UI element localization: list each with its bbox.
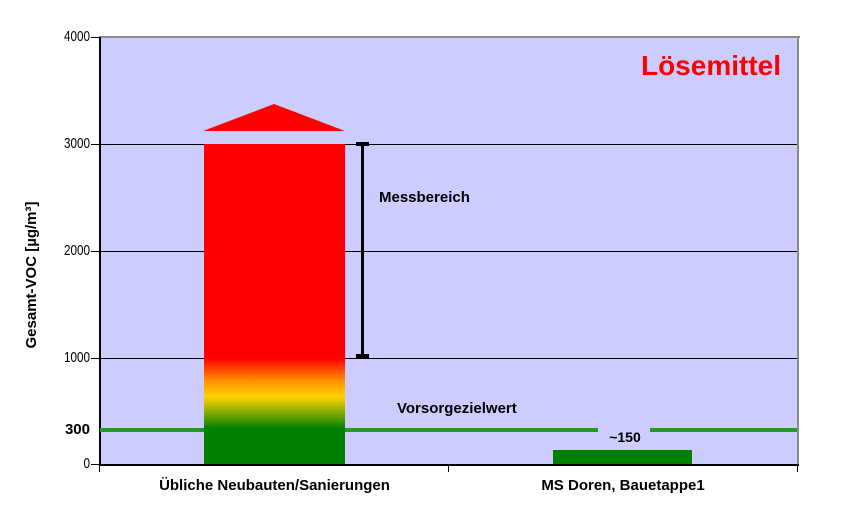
y-tick-3000 — [91, 144, 100, 145]
category-label-ms-doren: MS Doren, Bauetappe1 — [541, 477, 705, 494]
reference-line-segment-left — [100, 428, 598, 432]
y-tick-2000 — [91, 251, 100, 252]
bar-ms-doren — [553, 450, 692, 464]
y-tick-1000 — [91, 358, 100, 359]
x-axis-line — [99, 464, 799, 466]
bar-uebliche-neubauten — [204, 144, 345, 464]
reference-line-segment-right — [650, 428, 797, 432]
measurement-range-bracket — [361, 144, 364, 358]
bar2-value-label: ~150 — [609, 429, 641, 445]
y-axis-line — [99, 37, 101, 466]
chart-title: Lösemittel — [640, 50, 781, 81]
gridline-3000 — [101, 144, 797, 145]
exceeds-scale-arrow-icon — [203, 104, 345, 131]
y-tick-label-0: 0 — [83, 455, 90, 472]
bracket-cap-bottom — [356, 354, 369, 358]
y-tick-label-3000: 3000 — [63, 135, 90, 152]
x-tick-right — [797, 466, 798, 472]
gridline-1000 — [101, 358, 797, 359]
plot-border-right — [797, 36, 799, 466]
x-tick-middle — [448, 466, 449, 472]
reference-line-label: Vorsorgezielwert — [397, 400, 517, 417]
y-tick-label-4000: 4000 — [63, 28, 90, 45]
gridline-2000 — [101, 251, 797, 252]
y-tick-label-300: 300 — [64, 421, 90, 438]
y-tick-label-1000: 1000 — [63, 349, 90, 366]
measurement-range-label: Messbereich — [379, 189, 470, 206]
bracket-cap-top — [356, 142, 369, 146]
x-tick-left — [99, 466, 100, 472]
y-axis-title: Gesamt-VOC [µg/m³] — [23, 201, 40, 349]
y-tick-0 — [91, 464, 100, 465]
y-tick-4000 — [91, 37, 100, 38]
plot-border-top — [99, 36, 800, 38]
category-label-uebliche-neubauten: Übliche Neubauten/Sanierungen — [159, 477, 390, 494]
y-tick-label-2000: 2000 — [63, 242, 90, 259]
